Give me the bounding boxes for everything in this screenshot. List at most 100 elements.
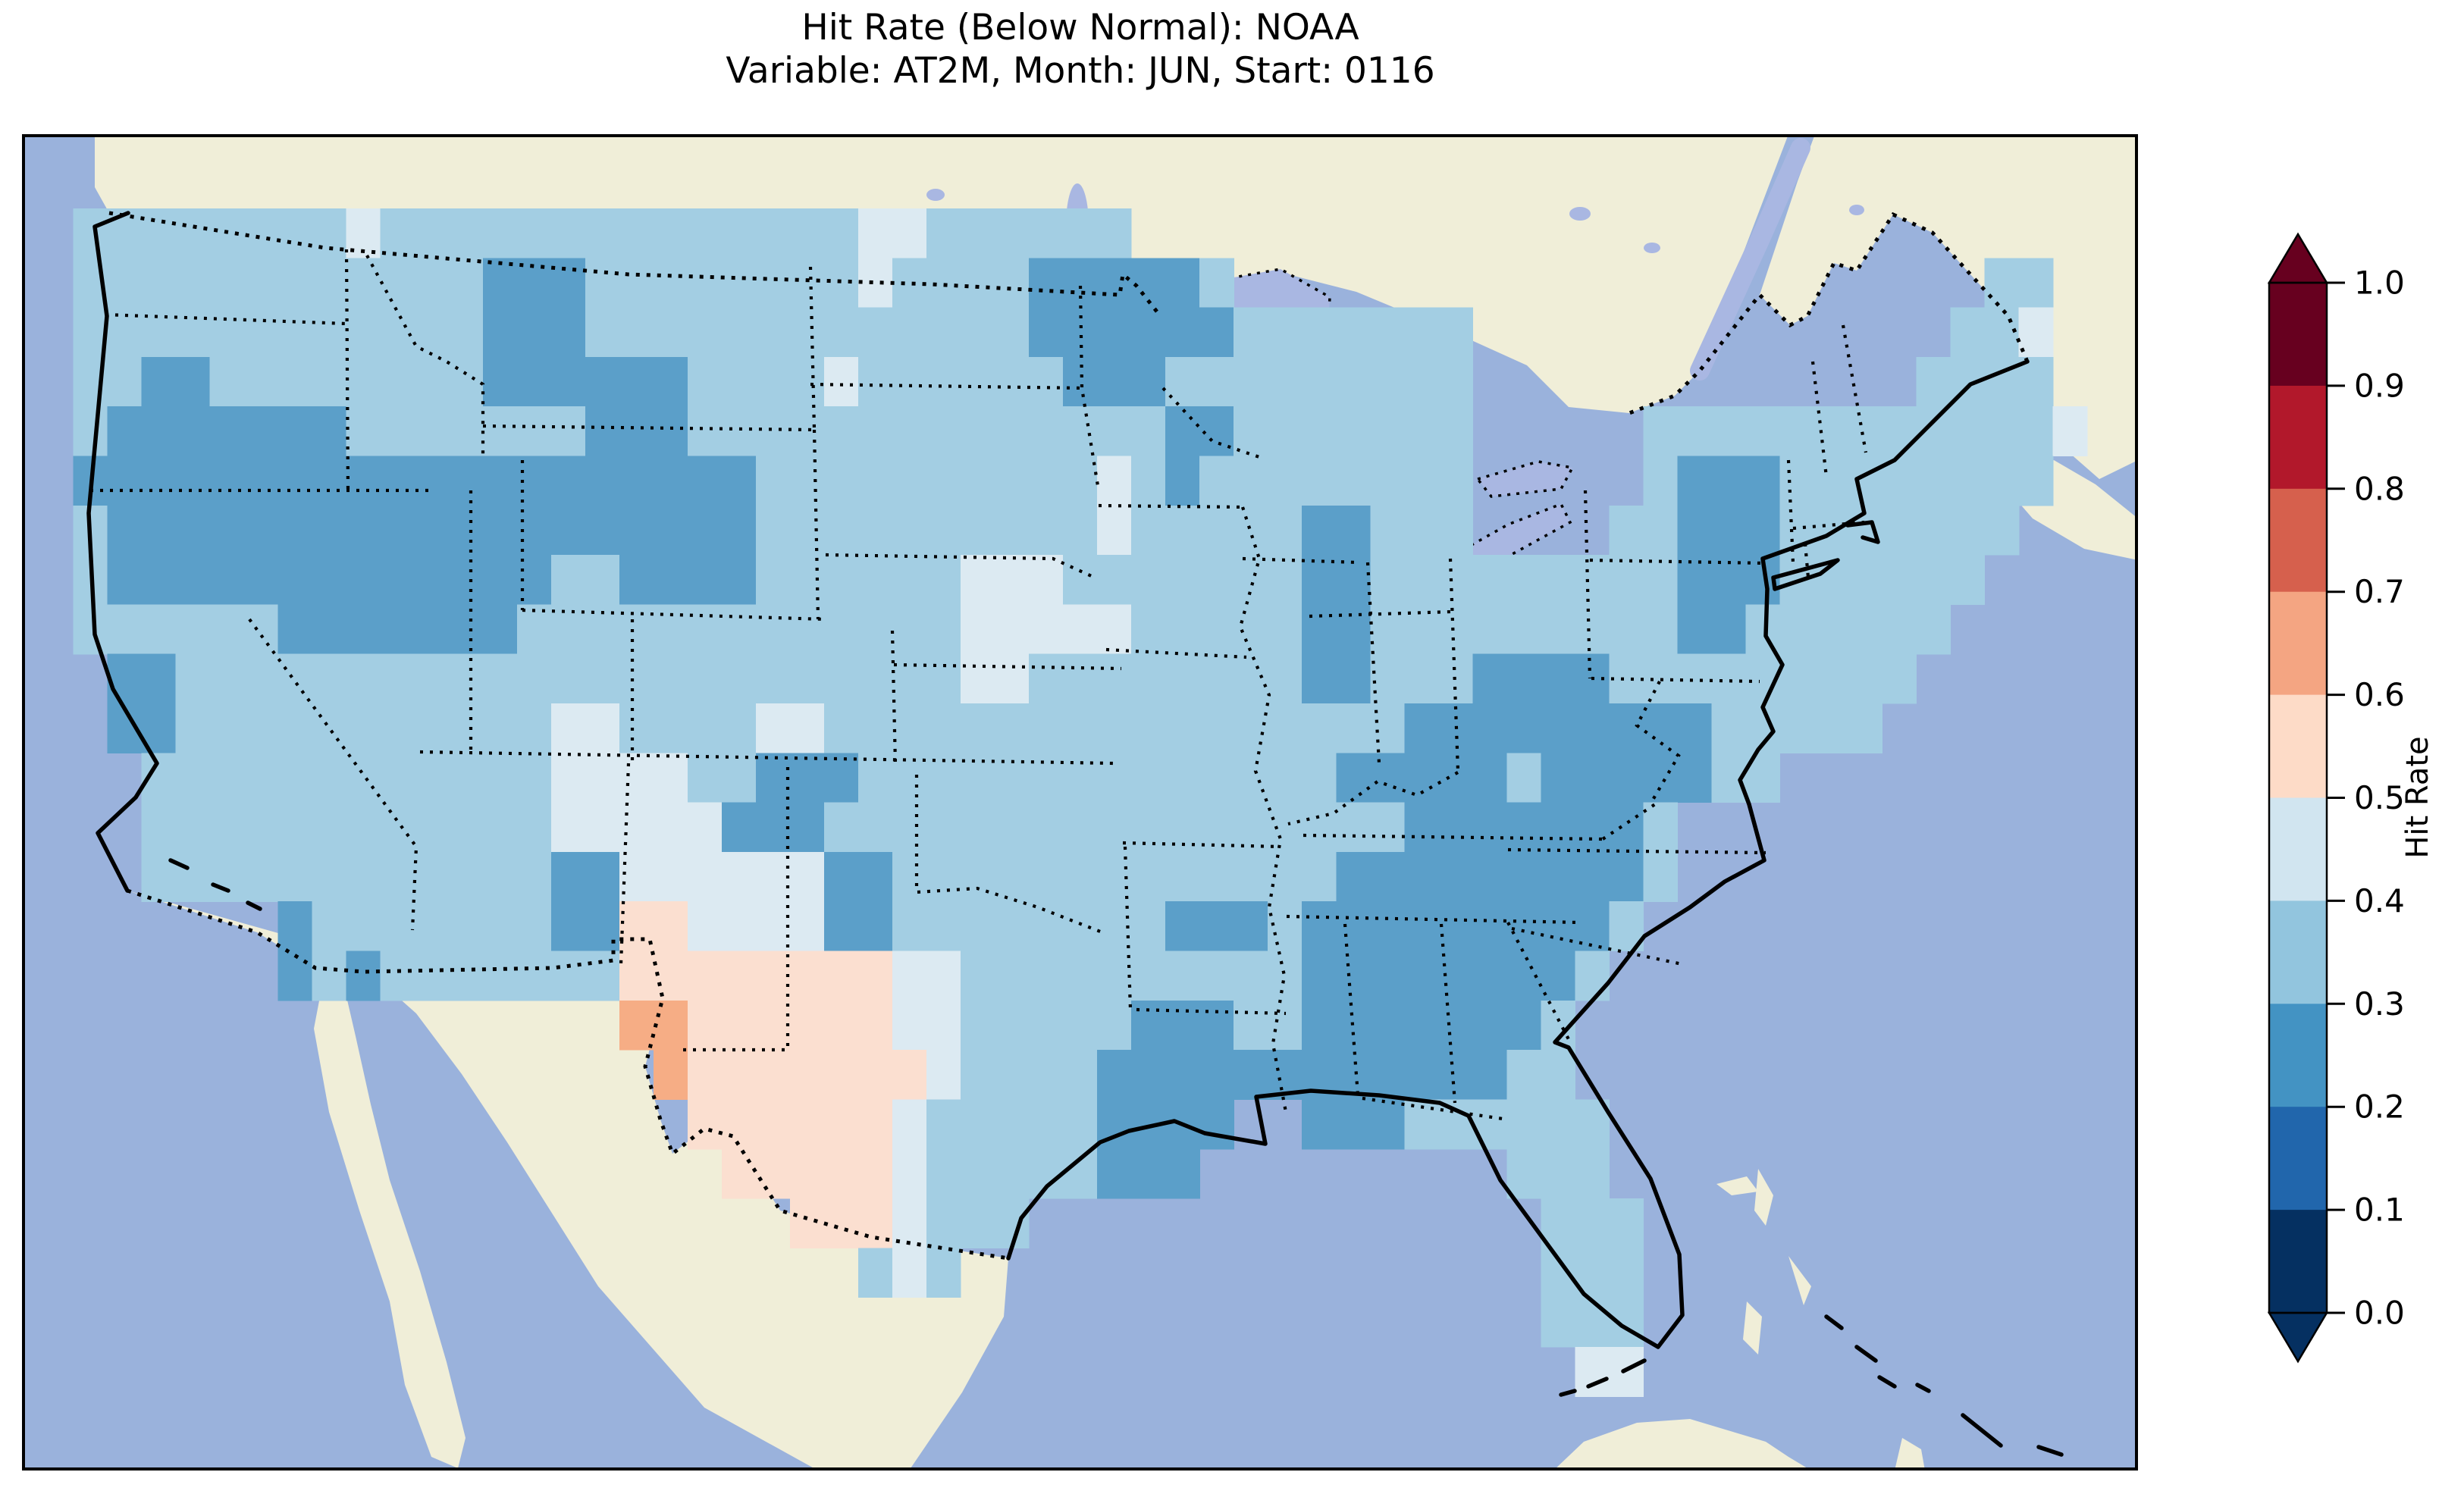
- heatmap-cell: [1575, 951, 1610, 1001]
- canada-lake: [1569, 207, 1591, 221]
- heatmap-cell: [755, 456, 1098, 506]
- heatmap-cell: [687, 1050, 927, 1100]
- colorbar-segment: [2269, 900, 2327, 1004]
- heatmap-cell: [961, 604, 1132, 655]
- state-border: [1365, 562, 1381, 764]
- state-border: [890, 630, 898, 766]
- state-border: [825, 553, 1096, 579]
- heatmap-cell: [482, 356, 688, 407]
- heatmap-cell: [107, 555, 552, 605]
- heatmap-cell: [1029, 653, 1303, 704]
- state-border: [105, 312, 347, 326]
- map-axes: [22, 134, 2138, 1471]
- heatmap-cell: [1165, 406, 1234, 457]
- heatmap-cell: [550, 802, 723, 853]
- heatmap-cell: [619, 703, 757, 753]
- heatmap-cell: [550, 851, 620, 902]
- coastline: [1877, 1375, 1897, 1389]
- heatmap-cell: [1234, 406, 1473, 457]
- coastline: [1559, 1389, 1577, 1397]
- heatmap-cell: [892, 1000, 961, 1051]
- heatmap-cell: [892, 951, 961, 1001]
- land-polygon: [2024, 168, 2113, 210]
- heatmap-cell: [73, 604, 279, 655]
- land-polygon: [127, 891, 1008, 1471]
- coastline: [1845, 520, 1880, 544]
- national-border: [1629, 211, 2030, 415]
- heatmap-cell: [1370, 653, 1473, 704]
- heatmap-cell: [1711, 703, 1883, 753]
- land-polygon: [2061, 309, 2124, 329]
- colorbar-tick-label: 0.8: [2354, 470, 2405, 507]
- coastline: [1586, 1377, 1609, 1389]
- heatmap-cell: [1677, 604, 1747, 655]
- heatmap-cell: [1097, 456, 1132, 506]
- canada-lake: [1644, 243, 1660, 253]
- heatmap-cell: [1302, 604, 1371, 655]
- heatmap-cell: [1302, 653, 1371, 704]
- colorbar-segment: [2269, 1004, 2327, 1107]
- heatmap-cell: [687, 1099, 893, 1150]
- heatmap-cell: [1541, 753, 1713, 803]
- heatmap-cell: [73, 406, 108, 457]
- heatmap-cell: [789, 1198, 893, 1248]
- us-hit-rate-map[interactable]: [22, 134, 2138, 1471]
- state-border: [914, 775, 1107, 935]
- heatmap-cell: [585, 258, 859, 309]
- heatmap-cell: [687, 1000, 893, 1051]
- heatmap-cell: [175, 653, 961, 704]
- heatmap-cell: [619, 555, 757, 605]
- heatmap-cell: [961, 653, 1030, 704]
- coastline: [1915, 1383, 1931, 1393]
- heatmap-cell: [961, 1050, 1098, 1100]
- heatmap-cell: [1404, 802, 1644, 853]
- heatmap-cell: [1268, 901, 1303, 952]
- coastline: [1621, 1358, 1647, 1373]
- land-polygon: [1895, 1438, 1925, 1471]
- heatmap-cell: [312, 901, 552, 952]
- heatmap-cell: [1984, 258, 2054, 309]
- coastline: [1854, 1345, 1878, 1363]
- heatmap-cell: [1506, 1148, 1610, 1199]
- heatmap-cell: [277, 604, 518, 655]
- land-polygon: [1716, 1176, 1758, 1195]
- heatmap-cell: [926, 1248, 961, 1298]
- state-border: [1786, 459, 1795, 564]
- heatmap-cell: [380, 951, 620, 1001]
- heatmap-cell: [857, 258, 893, 309]
- st-lawrence-river: [1690, 138, 1810, 381]
- state-border: [1309, 609, 1453, 619]
- heatmap-cell: [1063, 356, 1166, 407]
- heatmap-cell: [141, 802, 552, 853]
- heatmap-cell: [1506, 753, 1541, 803]
- state-border: [1841, 324, 1868, 453]
- colorbar-segment: [2269, 797, 2327, 901]
- heatmap-cell: [73, 356, 143, 407]
- state-border: [810, 382, 1084, 390]
- heatmap-cell: [550, 753, 688, 803]
- heatmap-cell: [961, 555, 1064, 605]
- heatmap-cell: [1302, 505, 1371, 556]
- state-border: [619, 763, 631, 965]
- colorbar-segment: [2269, 1107, 2327, 1211]
- heatmap-cell: [926, 1099, 1098, 1150]
- heatmap-cell: [961, 1000, 1132, 1051]
- heatmap-cell: [1302, 1099, 1405, 1150]
- colorbar[interactable]: 1.0 0.9 0.8 0.7 0.6 0.5 0.4 0.3 0.2 0.1 0.0 Hit Ra…: [2161, 0, 2464, 1494]
- heatmap-cell: [2018, 307, 2054, 358]
- heatmap-cell: [1643, 851, 1679, 902]
- heatmap-cell: [892, 901, 1166, 952]
- colorbar-under-arrow: [2267, 1311, 2329, 1364]
- colorbar-tick-label: 0.4: [2354, 882, 2405, 919]
- state-border: [344, 249, 350, 491]
- heatmap-cell: [687, 753, 757, 803]
- heatmap-cell: [107, 505, 757, 556]
- heatmap-cell: [1404, 1099, 1610, 1150]
- colorbar-area: 1.0 0.9 0.8 0.7 0.6 0.5 0.4 0.3 0.2 0.1 0.0 Hit Ra…: [2161, 0, 2464, 1494]
- heatmap-cell: [482, 258, 586, 309]
- coastline: [1961, 1413, 2003, 1448]
- heatmap-cell: [1541, 1198, 1644, 1248]
- heatmap-cell: [892, 1099, 927, 1150]
- heatmap-cell: [1575, 1346, 1644, 1397]
